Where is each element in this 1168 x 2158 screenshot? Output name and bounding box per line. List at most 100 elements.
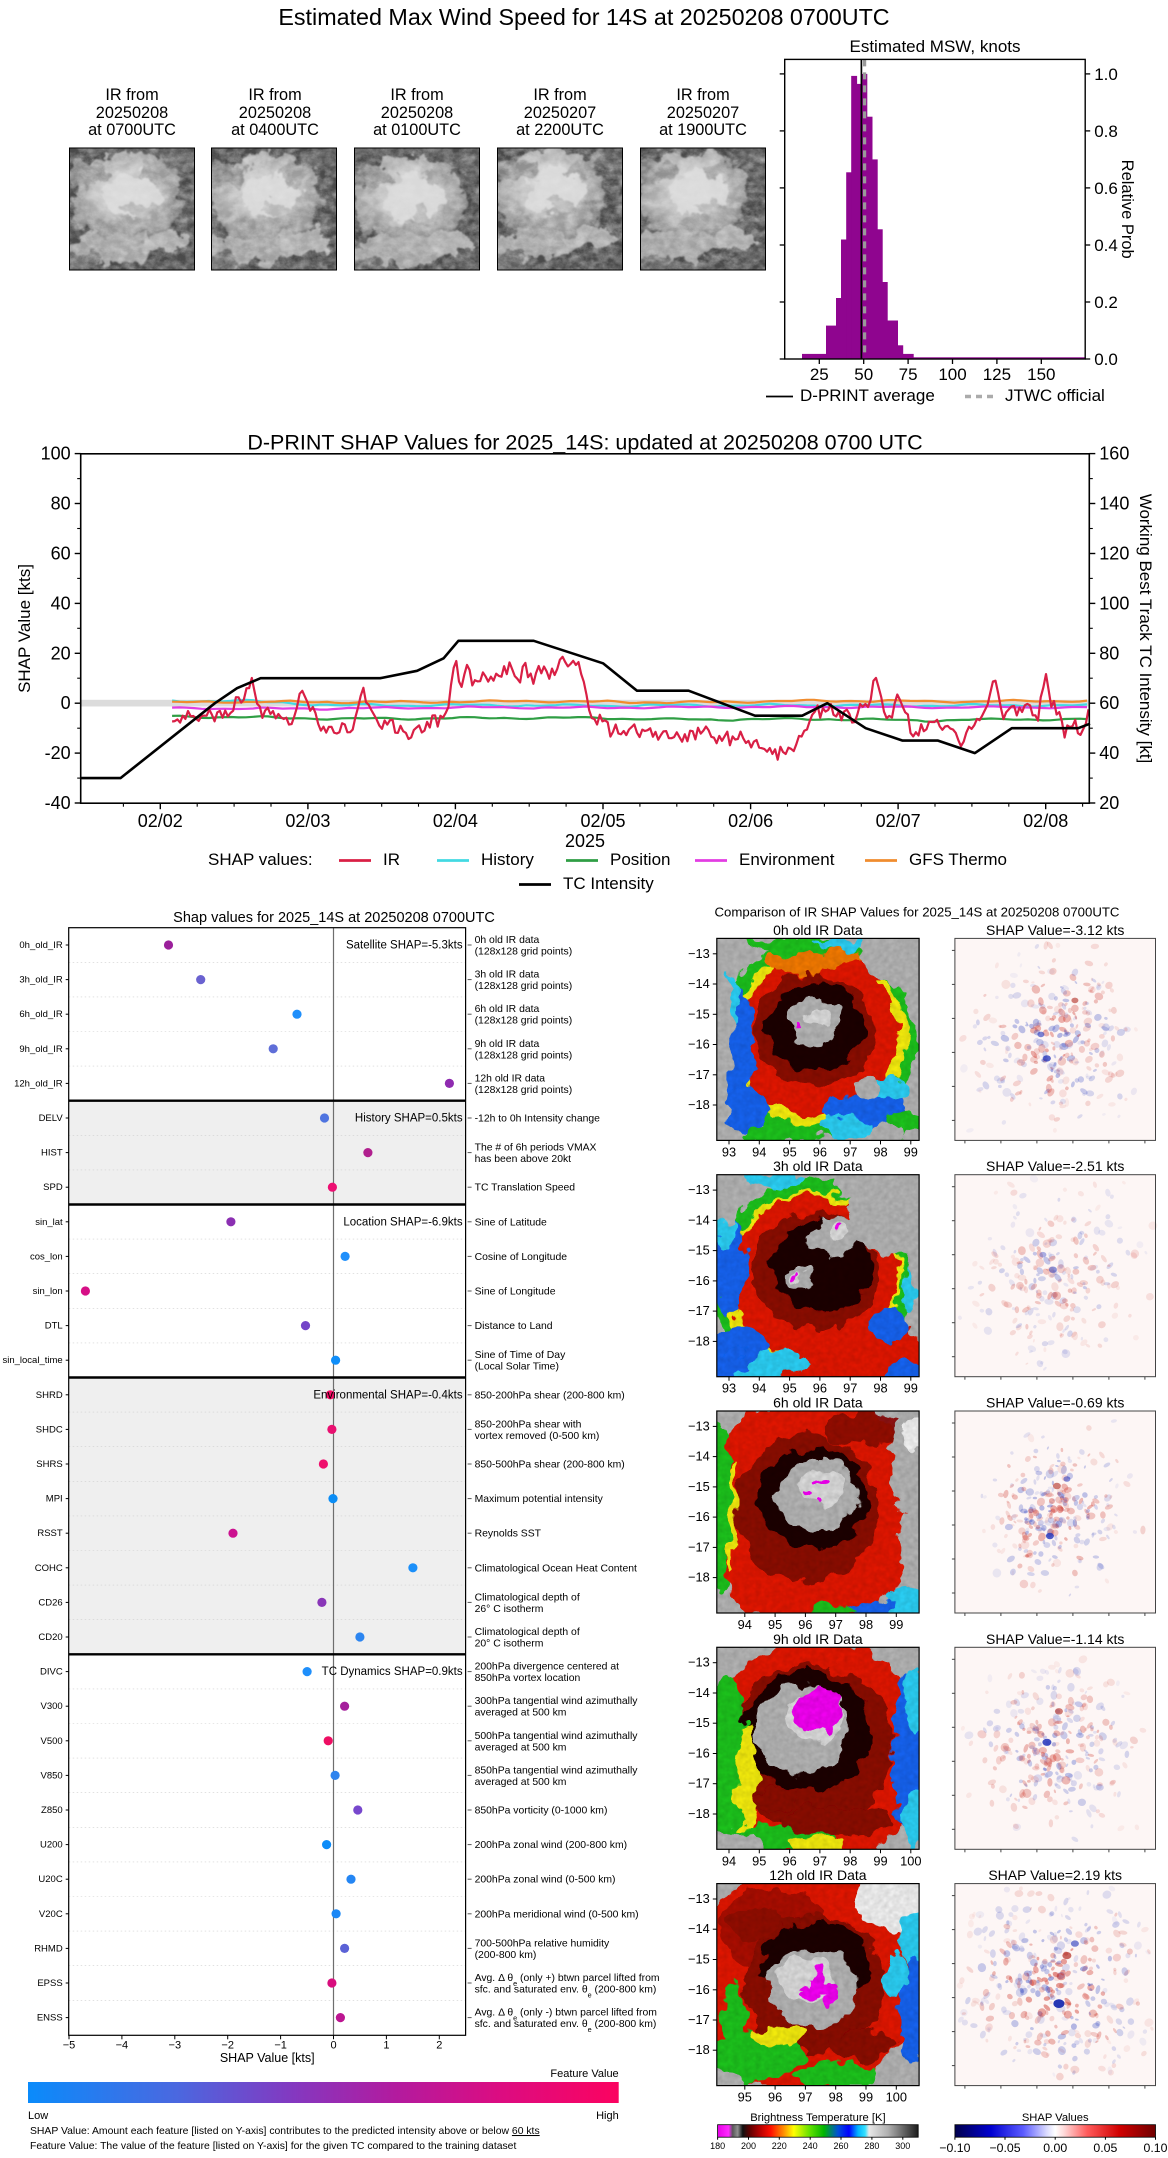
svg-text:9h old IR data: 9h old IR data: [475, 1039, 540, 1050]
svg-text:Satellite SHAP=-5.3kts: Satellite SHAP=-5.3kts: [346, 940, 463, 952]
svg-text:EPSS: EPSS: [37, 1978, 62, 1989]
svg-text:Sine of Time of Day: Sine of Time of Day: [475, 1350, 566, 1361]
svg-text:(128x128 grid points): (128x128 grid points): [475, 947, 573, 958]
svg-text:sin_local_time: sin_local_time: [2, 1355, 62, 1366]
svg-text:-12h to 0h Intensity change: -12h to 0h Intensity change: [475, 1114, 601, 1125]
svg-text:0h old IR data: 0h old IR data: [475, 935, 540, 946]
svg-text:260: 260: [833, 2141, 848, 2151]
svg-text:96: 96: [813, 1381, 827, 1396]
svg-text:sin_lon: sin_lon: [33, 1286, 63, 1297]
svg-text:Estimated MSW, knots: Estimated MSW, knots: [850, 38, 1021, 56]
svg-text:−18: −18: [688, 1333, 710, 1348]
svg-text:DIVC: DIVC: [40, 1667, 63, 1678]
svg-text:100: 100: [938, 365, 966, 384]
svg-text:−13: −13: [688, 1182, 710, 1197]
svg-text:SHAP Value: Amount each featur: SHAP Value: Amount each feature [listed …: [30, 2126, 540, 2137]
svg-text:99: 99: [904, 1381, 918, 1396]
svg-text:9h old IR Data: 9h old IR Data: [773, 1631, 863, 1647]
svg-text:Shap values for 2025_14S at 20: Shap values for 2025_14S at 20250208 070…: [173, 910, 495, 926]
svg-text:850-500hPa shear (200-800 km): 850-500hPa shear (200-800 km): [475, 1460, 625, 1471]
svg-text:Cosine of Longitude: Cosine of Longitude: [475, 1252, 568, 1263]
svg-text:−16: −16: [688, 1273, 710, 1288]
svg-text:has been above 20kt: has been above 20kt: [475, 1154, 572, 1165]
svg-text:sin_lat: sin_lat: [35, 1217, 63, 1228]
svg-text:Position: Position: [610, 850, 670, 869]
svg-text:(128x128 grid points): (128x128 grid points): [475, 1050, 573, 1061]
svg-text:History SHAP=0.5kts: History SHAP=0.5kts: [355, 1113, 463, 1125]
svg-text:TC Translation Speed: TC Translation Speed: [475, 1183, 576, 1194]
svg-text:02/07: 02/07: [876, 811, 921, 831]
svg-text:97: 97: [843, 1381, 857, 1396]
svg-text:averaged at 500 km: averaged at 500 km: [475, 1777, 567, 1788]
svg-text:700-500hPa relative humidity: 700-500hPa relative humidity: [475, 1938, 610, 1949]
svg-text:SHAP values:: SHAP values:: [208, 850, 313, 869]
svg-text:60: 60: [51, 544, 71, 564]
svg-text:0h old IR Data: 0h old IR Data: [773, 922, 863, 938]
svg-text:vortex removed (0-500 km): vortex removed (0-500 km): [475, 1431, 600, 1442]
svg-text:100: 100: [1099, 593, 1129, 613]
svg-text:−13: −13: [688, 1418, 710, 1433]
svg-text:−14: −14: [688, 1685, 710, 1700]
svg-text:SHAP Value=2.19 kts: SHAP Value=2.19 kts: [988, 1867, 1122, 1883]
svg-text:25: 25: [810, 365, 829, 384]
svg-text:SHAP Value=-0.69 kts: SHAP Value=-0.69 kts: [986, 1395, 1124, 1411]
svg-text:6h old IR data: 6h old IR data: [475, 1004, 540, 1015]
svg-text:(128x128 grid points): (128x128 grid points): [475, 1085, 573, 1096]
svg-text:−1: −1: [274, 2039, 287, 2051]
svg-text:850-200hPa shear (200-800 km): 850-200hPa shear (200-800 km): [475, 1390, 625, 1401]
svg-text:−16: −16: [688, 1037, 710, 1052]
svg-text:3h_old_IR: 3h_old_IR: [19, 975, 62, 986]
svg-text:SHDC: SHDC: [36, 1424, 63, 1435]
svg-text:Comparison of IR SHAP Values f: Comparison of IR SHAP Values for 2025_14…: [715, 905, 1120, 920]
svg-text:MPI: MPI: [46, 1494, 63, 1505]
svg-text:sfc. and saturated env. θe (20: sfc. and saturated env. θe (200-800 km): [475, 1985, 657, 2000]
svg-text:40: 40: [51, 593, 71, 613]
svg-text:cos_lon: cos_lon: [30, 1251, 63, 1262]
svg-text:SHRS: SHRS: [36, 1459, 62, 1470]
svg-text:−14: −14: [688, 976, 710, 991]
svg-text:−18: −18: [688, 2042, 710, 2057]
svg-text:99: 99: [873, 1853, 887, 1868]
svg-text:CD26: CD26: [38, 1597, 62, 1608]
svg-text:GFS Thermo: GFS Thermo: [909, 850, 1007, 869]
svg-text:DELV: DELV: [39, 1113, 64, 1124]
svg-text:98: 98: [829, 2090, 843, 2105]
svg-text:26° C isotherm: 26° C isotherm: [475, 1604, 544, 1615]
svg-text:850-200hPa shear with: 850-200hPa shear with: [475, 1419, 582, 1430]
svg-text:0: 0: [330, 2039, 336, 2051]
svg-text:sfc. and saturated env. θe (20: sfc. and saturated env. θe (200-800 km): [475, 2019, 657, 2034]
svg-text:0.4: 0.4: [1094, 236, 1118, 255]
svg-text:−13: −13: [688, 1891, 710, 1906]
svg-text:JTWC official: JTWC official: [1005, 386, 1105, 405]
svg-text:95: 95: [782, 1144, 796, 1159]
svg-text:Relative Prob: Relative Prob: [1118, 160, 1136, 259]
svg-text:100: 100: [900, 1853, 921, 1868]
svg-text:100: 100: [41, 444, 71, 464]
svg-text:150: 150: [1027, 365, 1055, 384]
svg-text:0.00: 0.00: [1043, 2141, 1067, 2155]
svg-text:98: 98: [873, 1381, 887, 1396]
svg-text:850hPa tangential wind azimuth: 850hPa tangential wind azimuthally: [475, 1765, 639, 1776]
svg-text:20° C isotherm: 20° C isotherm: [475, 1639, 544, 1650]
svg-text:−17: −17: [688, 2012, 710, 2027]
svg-text:−14: −14: [688, 1921, 710, 1936]
svg-text:U200: U200: [40, 1840, 63, 1851]
svg-text:98: 98: [843, 1853, 857, 1868]
svg-text:U20C: U20C: [38, 1874, 62, 1885]
svg-text:−15: −15: [688, 1952, 710, 1967]
svg-text:V20C: V20C: [39, 1909, 63, 1920]
svg-text:−17: −17: [688, 1067, 710, 1082]
svg-text:Distance to Land: Distance to Land: [475, 1321, 553, 1332]
svg-text:V500: V500: [41, 1736, 63, 1747]
svg-text:Feature Value: Feature Value: [550, 2068, 618, 2080]
svg-text:160: 160: [1099, 444, 1129, 464]
svg-text:−0.10: −0.10: [939, 2141, 970, 2155]
svg-text:94: 94: [752, 1381, 766, 1396]
svg-text:−4: −4: [116, 2039, 129, 2051]
svg-text:SHAP Values: SHAP Values: [1022, 2112, 1089, 2124]
svg-text:High: High: [596, 2110, 619, 2122]
svg-text:−15: −15: [688, 1243, 710, 1258]
svg-text:Working Best Track TC Intensit: Working Best Track TC Intensity [kt]: [1136, 494, 1155, 764]
svg-text:ENSS: ENSS: [37, 2013, 63, 2024]
svg-text:0.8: 0.8: [1094, 122, 1118, 141]
